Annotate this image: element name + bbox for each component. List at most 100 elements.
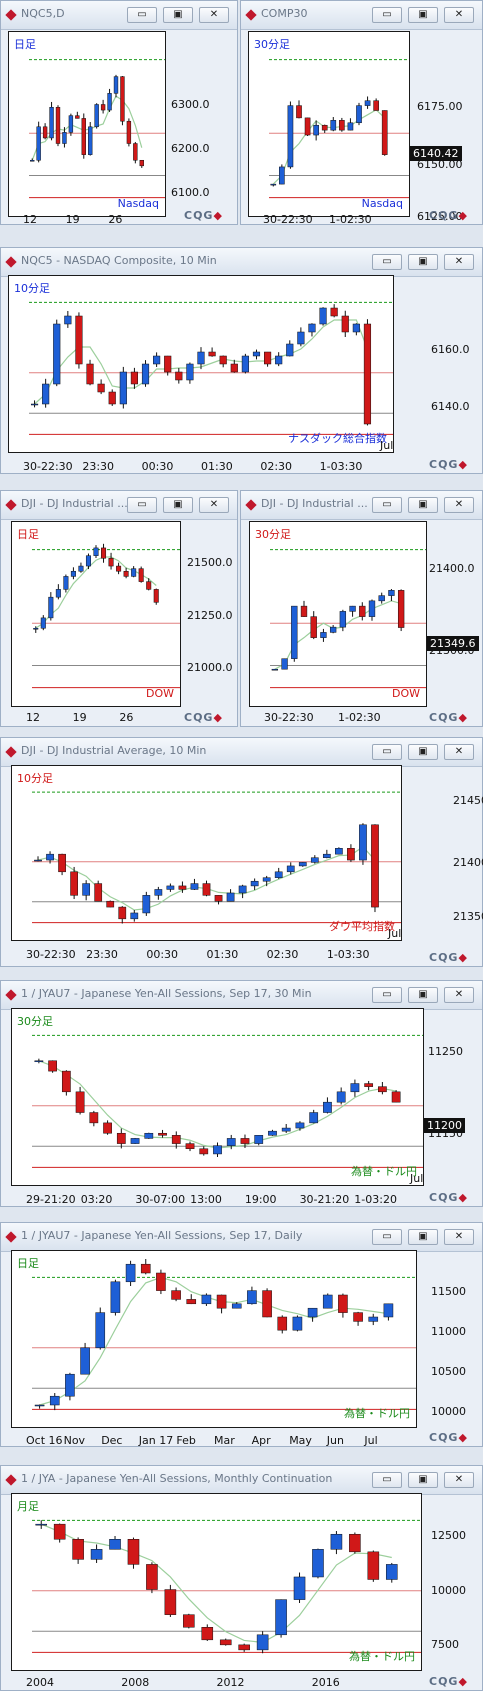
x-axis-tick-label: 1-02:30 <box>338 711 381 724</box>
candle-body <box>178 885 187 890</box>
close-button[interactable]: ✕ <box>444 987 474 1003</box>
close-button[interactable]: ✕ <box>444 1472 474 1488</box>
close-button[interactable]: ✕ <box>444 1229 474 1245</box>
x-axis-tick-label: Feb <box>176 1434 196 1447</box>
candle-body <box>201 1294 212 1305</box>
cqg-logo: CQG◆ <box>429 209 468 222</box>
candle-body <box>49 1395 60 1406</box>
x-axis-end-label: Jul <box>410 1172 424 1185</box>
candle-body <box>254 1135 264 1144</box>
candle-body <box>264 351 272 365</box>
x-axis-end-label: Jul <box>388 927 402 940</box>
y-axis-tick-label: 11250 <box>428 1045 463 1058</box>
candle-body <box>300 605 308 617</box>
candle-body <box>75 115 80 119</box>
minimize-button[interactable]: ▭ <box>372 497 402 513</box>
moving-average-line <box>31 95 143 161</box>
candle-body <box>103 1122 112 1134</box>
chart-plot-area[interactable]: 30分足 Nasdaq <box>248 31 410 217</box>
window-titlebar[interactable]: NQC5,D ▭ ▣ ✕ <box>1 1 237 30</box>
candle-body <box>262 877 271 882</box>
candle-body <box>279 166 285 185</box>
minimize-button[interactable]: ▭ <box>372 7 402 23</box>
candle-body <box>247 1290 257 1305</box>
close-button[interactable]: ✕ <box>199 497 229 513</box>
chart-plot-area[interactable]: 10分足 ダウ平均指数 <box>11 765 402 941</box>
minimize-button[interactable]: ▭ <box>127 497 157 513</box>
candle-body <box>281 658 288 670</box>
maximize-button[interactable]: ▣ <box>408 7 438 23</box>
chart-svg <box>32 1519 421 1654</box>
minimize-button[interactable]: ▭ <box>127 7 157 23</box>
maximize-button[interactable]: ▣ <box>408 497 438 513</box>
chart-plot-area[interactable]: 30分足 DOW <box>249 521 427 707</box>
close-button[interactable]: ✕ <box>444 497 474 513</box>
window-titlebar[interactable]: DJI - DJ Industrial Average, 10 Min ▭ ▣ ✕ <box>1 738 482 767</box>
chart-plot-area[interactable]: 月足 為替・ドル円 <box>11 1493 422 1671</box>
window-titlebar[interactable]: 1 / JYA - Japanese Yen-All Sessions, Mon… <box>1 1466 482 1495</box>
candle-body <box>238 1644 250 1651</box>
chart-plot-area[interactable]: 10分足 ナスダック総合指数 <box>8 275 394 453</box>
candle-body <box>359 824 367 861</box>
candle-body <box>130 371 138 385</box>
x-axis-tick-label: 01:30 <box>206 948 239 961</box>
minimize-button[interactable]: ▭ <box>372 254 402 270</box>
window-title: 1 / JYAU7 - Japanese Yen-All Sessions, S… <box>21 987 312 1000</box>
chart-plot-area[interactable]: 日足 DOW <box>11 521 181 707</box>
timeframe-label: 日足 <box>17 528 39 541</box>
window-titlebar[interactable]: NQC5 - NASDAQ Composite, 10 Min ▭ ▣ ✕ <box>1 248 482 277</box>
minimize-button[interactable]: ▭ <box>372 1472 402 1488</box>
x-axis-tick-label: 2008 <box>121 1676 150 1689</box>
maximize-button[interactable]: ▣ <box>408 1229 438 1245</box>
chart-plot-area[interactable]: 30分足 為替・ドル円 <box>11 1008 424 1186</box>
maximize-button[interactable]: ▣ <box>163 497 193 513</box>
minimize-button[interactable]: ▭ <box>372 1229 402 1245</box>
window-titlebar[interactable]: 1 / JYAU7 - Japanese Yen-All Sessions, S… <box>1 981 482 1010</box>
maximize-button[interactable]: ▣ <box>408 744 438 760</box>
app-icon <box>5 499 17 511</box>
x-axis-tick-label: 30-22:30 <box>264 711 314 724</box>
candle-body <box>153 589 159 603</box>
maximize-button[interactable]: ▣ <box>163 7 193 23</box>
candle-body <box>231 1303 242 1309</box>
close-button[interactable]: ✕ <box>199 7 229 23</box>
candle-body <box>321 124 328 131</box>
chart-plot-area[interactable]: 日足 Nasdaq <box>8 31 166 217</box>
candle-body <box>367 1551 380 1580</box>
maximize-button[interactable]: ▣ <box>408 1472 438 1488</box>
candle-body <box>81 118 86 155</box>
chart-plot-area[interactable]: 日足 為替・ドル円 <box>11 1250 417 1428</box>
close-button[interactable]: ✕ <box>444 7 474 23</box>
candle-body <box>33 628 39 630</box>
x-axis-tick-label: 1-03:30 <box>326 948 370 961</box>
candle-body <box>338 1294 348 1313</box>
x-axis-tick-label: 23:30 <box>86 948 118 961</box>
window-titlebar[interactable]: DJI - DJ Industrial ... ▭ ▣ ✕ <box>241 491 482 520</box>
x-axis-tick-label: 23:30 <box>82 460 115 473</box>
candle-body <box>330 307 338 317</box>
candle-body <box>335 848 343 855</box>
close-button[interactable]: ✕ <box>444 744 474 760</box>
chart-window-w4: DJI - DJ Industrial ... ▭ ▣ ✕ 日足 DOW 21500.0 21… <box>0 490 238 727</box>
minimize-button[interactable]: ▭ <box>372 744 402 760</box>
instrument-label: DOW <box>391 687 420 700</box>
candle-body <box>226 1138 236 1146</box>
minimize-button[interactable]: ▭ <box>372 987 402 1003</box>
candle-body <box>48 596 54 619</box>
candle-body <box>118 906 127 920</box>
candle-body <box>175 371 183 381</box>
timeframe-label: 30分足 <box>255 528 291 541</box>
maximize-button[interactable]: ▣ <box>408 987 438 1003</box>
x-axis-tick-label: 26 <box>108 213 123 226</box>
window-titlebar[interactable]: 1 / JYAU7 - Japanese Yen-All Sessions, S… <box>1 1223 482 1252</box>
y-axis-tick-label: 21450.0 <box>453 794 483 807</box>
maximize-button[interactable]: ▣ <box>408 254 438 270</box>
close-button[interactable]: ✕ <box>444 254 474 270</box>
candle-body <box>63 576 69 590</box>
candle-body <box>298 862 307 867</box>
window-titlebar[interactable]: DJI - DJ Industrial ... ▭ ▣ ✕ <box>1 491 237 520</box>
candle-body <box>109 1539 121 1550</box>
window-titlebar[interactable]: COMP30 ▭ ▣ ✕ <box>241 1 482 30</box>
y-axis-tick-label: 6160.0 <box>431 343 470 356</box>
candle-body <box>106 900 115 908</box>
